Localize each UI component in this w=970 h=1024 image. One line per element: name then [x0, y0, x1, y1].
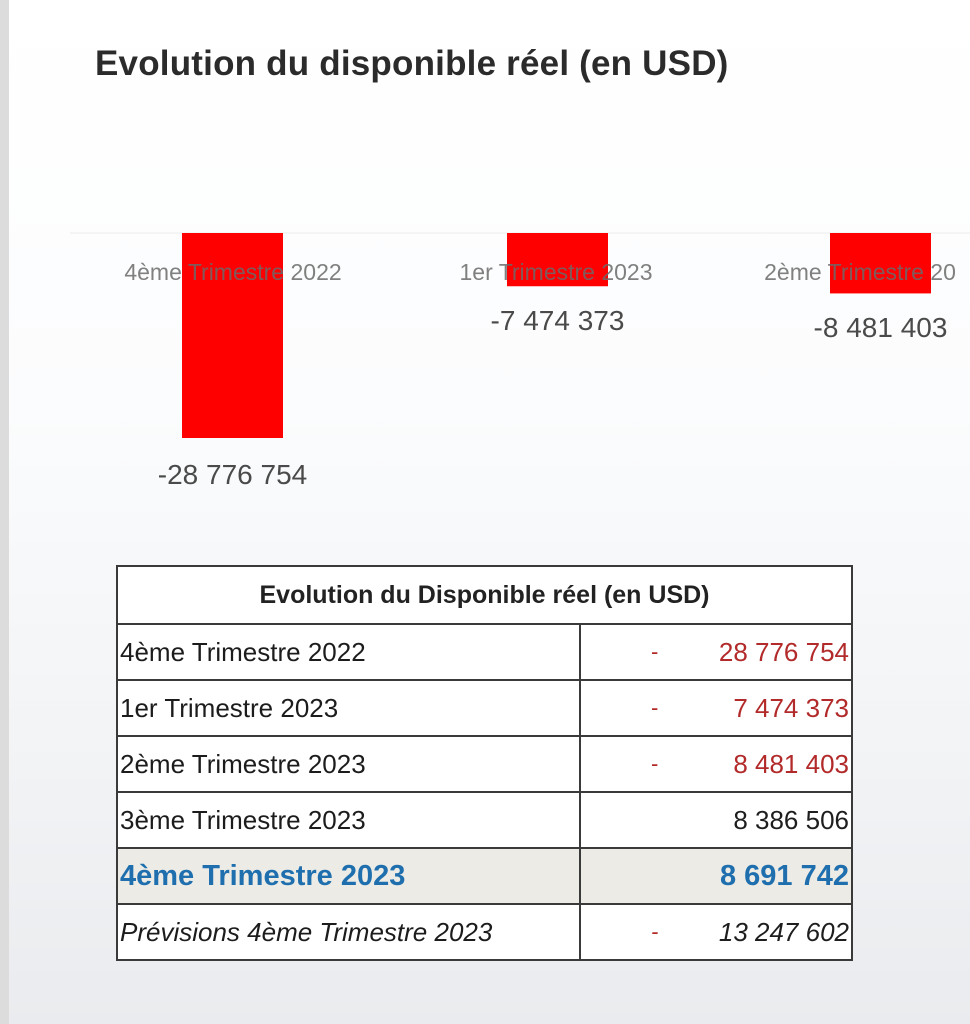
- row-label: 2ème Trimestre 2023: [116, 735, 581, 793]
- left-edge-strip: [0, 0, 9, 1024]
- category-label: 1er Trimestre 2023: [459, 259, 652, 285]
- row-label: 4ème Trimestre 2022: [116, 623, 581, 681]
- category-label: 2ème Trimestre 20: [764, 259, 956, 285]
- row-value: 13 247 602: [718, 916, 849, 947]
- table-header: Evolution du Disponible réel (en USD): [116, 565, 853, 625]
- row-value: 8 386 506: [733, 804, 849, 835]
- row-value-cell: - 7 474 373: [579, 679, 853, 737]
- bar: [182, 233, 283, 438]
- negative-sign: -: [651, 695, 659, 720]
- negative-sign: -: [651, 919, 659, 944]
- row-value-cell: 8 386 506: [579, 791, 853, 849]
- category-label: 4ème Trimestre 2022: [124, 259, 341, 285]
- row-value-cell: - 8 481 403: [579, 735, 853, 793]
- bar: [830, 233, 931, 294]
- table-row: 1er Trimestre 2023 - 7 474 373: [116, 679, 853, 737]
- table-row-forecast: Prévisions 4ème Trimestre 2023 - 13 247 …: [116, 903, 853, 961]
- data-label: -28 776 754: [158, 459, 307, 490]
- row-value: 8 481 403: [733, 748, 849, 779]
- page-title: Evolution du disponible réel (en USD): [95, 44, 729, 83]
- data-label: -8 481 403: [814, 312, 948, 343]
- summary-table: Evolution du Disponible réel (en USD) 4è…: [116, 565, 853, 961]
- table-header-row: Evolution du Disponible réel (en USD): [116, 565, 853, 625]
- negative-sign: -: [651, 751, 659, 776]
- row-label: 3ème Trimestre 2023: [116, 791, 581, 849]
- row-label: 4ème Trimestre 2023: [116, 847, 581, 905]
- row-label: 1er Trimestre 2023: [116, 679, 581, 737]
- bar: [507, 233, 608, 287]
- negative-sign: -: [651, 639, 659, 664]
- table-row: 4ème Trimestre 2022 - 28 776 754: [116, 623, 853, 681]
- bar-chart: 4ème Trimestre 2022 1er Trimestre 2023 2èm…: [70, 232, 970, 490]
- row-value: 8 691 742: [719, 859, 849, 892]
- table-row-highlight: 4ème Trimestre 2023 8 691 742: [116, 847, 853, 905]
- row-value-cell: 8 691 742: [579, 847, 853, 905]
- data-label: -7 474 373: [491, 305, 625, 336]
- table-row: 2ème Trimestre 2023 - 8 481 403: [116, 735, 853, 793]
- row-value: 7 474 373: [733, 692, 849, 723]
- row-label: Prévisions 4ème Trimestre 2023: [116, 903, 581, 961]
- table-row: 3ème Trimestre 2023 8 386 506: [116, 791, 853, 849]
- row-value: 28 776 754: [718, 636, 849, 667]
- row-value-cell: - 13 247 602: [579, 903, 853, 961]
- row-value-cell: - 28 776 754: [579, 623, 853, 681]
